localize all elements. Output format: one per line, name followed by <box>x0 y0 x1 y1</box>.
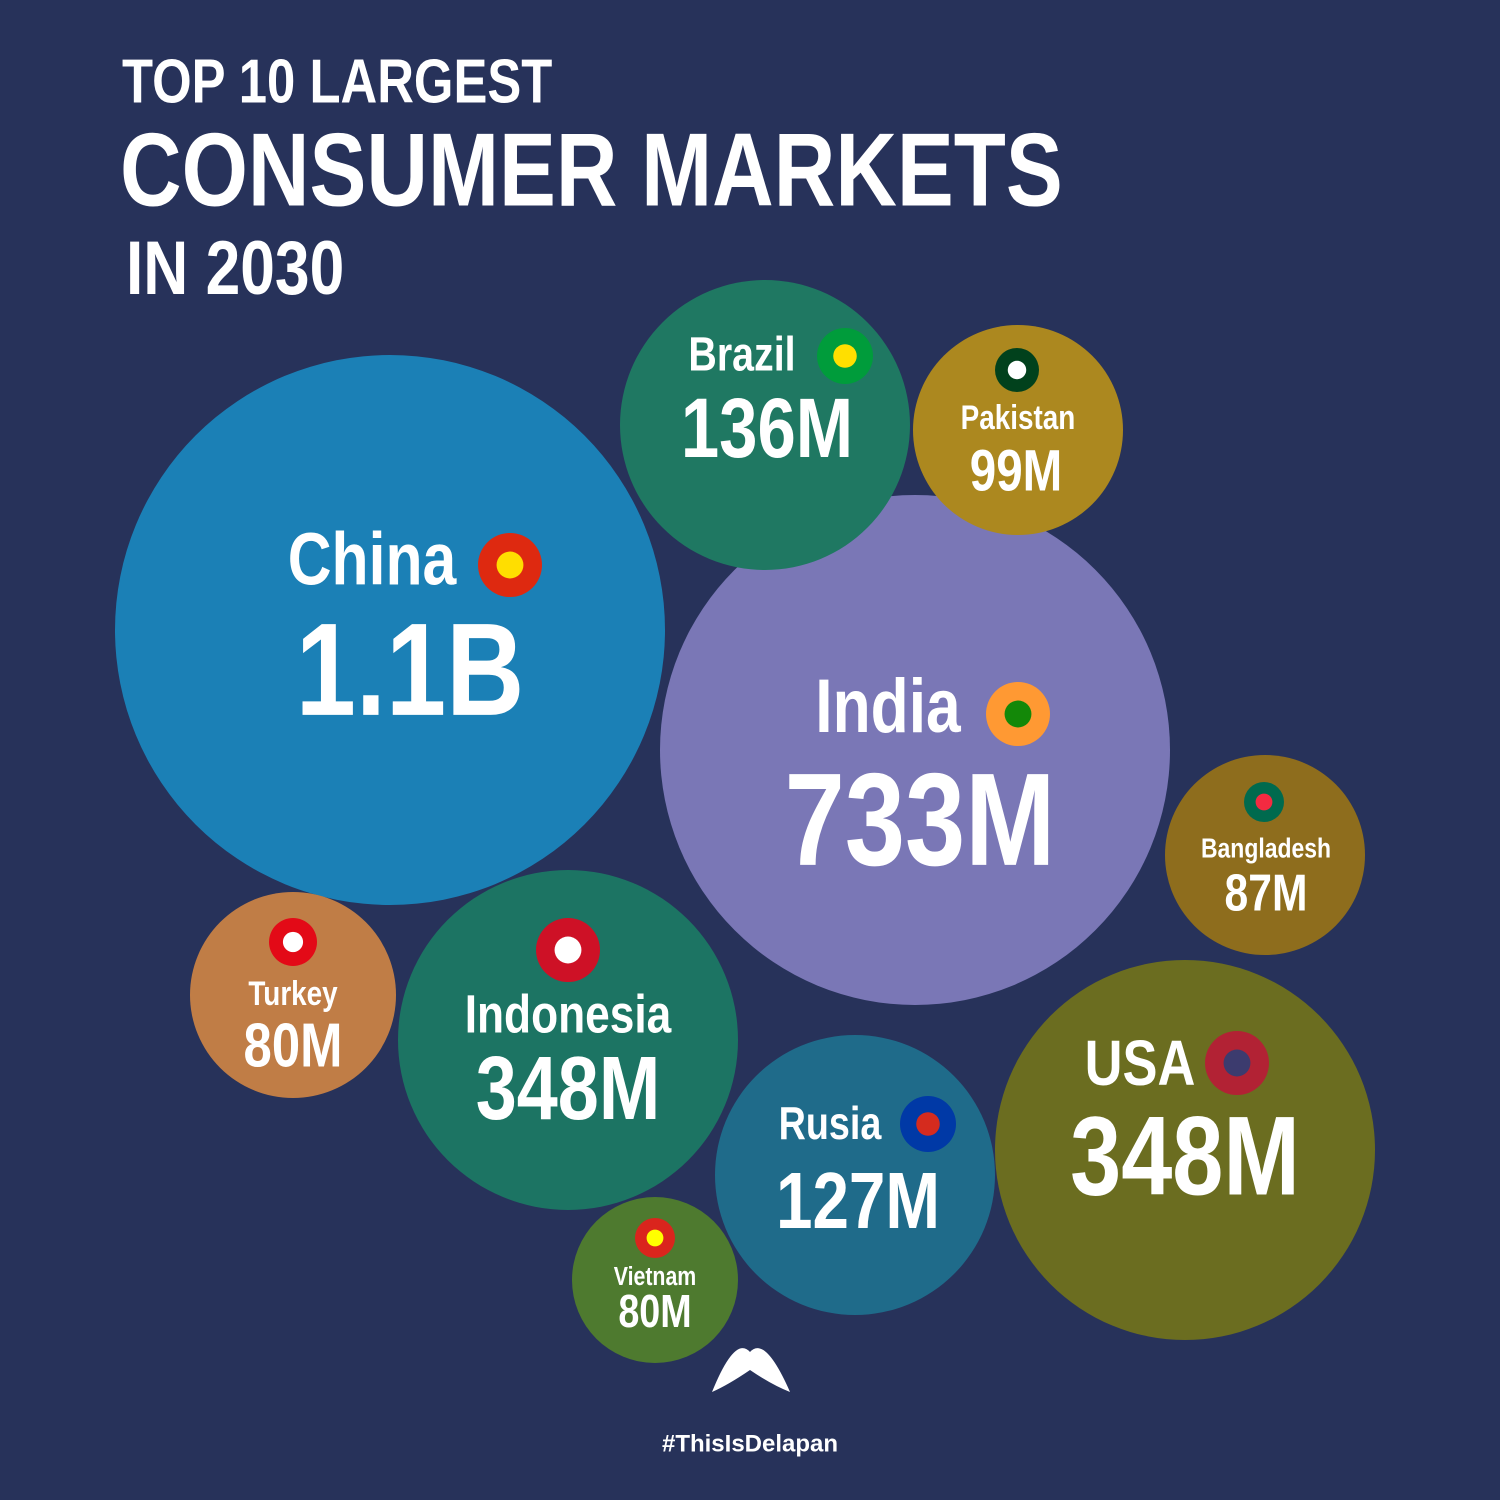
value-label: 80M <box>618 1286 691 1337</box>
title-line: CONSUMER MARKETS <box>120 113 1063 229</box>
label-group: Bangladesh <box>1201 833 1331 864</box>
label-group: Pakistan <box>961 398 1076 436</box>
flag <box>900 1096 956 1152</box>
bubble <box>398 870 738 1210</box>
value-label: 733M <box>785 746 1056 894</box>
flag <box>995 348 1039 392</box>
flag-detail <box>916 1112 940 1136</box>
label-group: 80M <box>244 1012 343 1081</box>
country-name: Bangladesh <box>1201 833 1331 864</box>
flag <box>478 533 542 597</box>
chart-title: CONSUMER MARKETS <box>120 113 1063 229</box>
chart-title: TOP 10 LARGEST <box>122 48 553 117</box>
bubble-group: Rusia 127M <box>715 1035 995 1315</box>
value-label: 1.1B <box>296 596 525 744</box>
flag-detail <box>1223 1049 1251 1077</box>
bubble <box>1165 755 1365 955</box>
label-group: 733M <box>785 746 1056 894</box>
flag-detail <box>1004 700 1032 728</box>
flag-detail <box>1007 360 1027 380</box>
flag-detail <box>646 1229 664 1247</box>
value-label: 80M <box>244 1012 343 1081</box>
flag <box>1244 782 1284 822</box>
country-name: Rusia <box>779 1098 882 1149</box>
bubble <box>995 960 1375 1340</box>
label-group: 1.1B <box>296 596 525 744</box>
label-group: China <box>288 519 458 601</box>
title-line: IN 2030 <box>126 225 344 310</box>
label-group: 99M <box>970 439 1062 504</box>
value-label: 99M <box>970 439 1062 504</box>
value-label: 348M <box>476 1039 661 1139</box>
flag <box>1205 1031 1269 1095</box>
flag <box>269 918 317 966</box>
bubble <box>572 1197 738 1363</box>
label-group: 80M <box>618 1286 691 1337</box>
country-name: USA <box>1085 1028 1196 1099</box>
label-group: Rusia <box>779 1098 882 1149</box>
flag <box>817 328 873 384</box>
country-name: Turkey <box>248 974 338 1012</box>
value-label: 348M <box>1070 1093 1300 1219</box>
bubble <box>660 495 1170 1005</box>
value-label: 87M <box>1225 865 1308 923</box>
label-group: 127M <box>776 1156 940 1246</box>
label-group: 348M <box>476 1039 661 1139</box>
flag <box>986 682 1050 746</box>
flag <box>536 918 600 982</box>
flag-detail <box>496 551 524 579</box>
flag-detail <box>833 344 857 368</box>
bubble <box>115 355 665 905</box>
value-label: 136M <box>681 382 853 476</box>
label-group: USA <box>1085 1028 1196 1099</box>
label-group: India <box>815 663 962 748</box>
value-label: 127M <box>776 1156 940 1246</box>
label-group: 87M <box>1225 865 1308 923</box>
label-group: Indonesia <box>465 984 672 1044</box>
flag <box>635 1218 675 1258</box>
label-group: 136M <box>681 382 853 476</box>
label-group: Brazil <box>688 328 795 382</box>
label-group: Vietnam <box>614 1262 697 1292</box>
country-name: Vietnam <box>614 1262 697 1292</box>
flag-detail <box>554 936 582 964</box>
flag-detail <box>1255 793 1273 811</box>
title-line: TOP 10 LARGEST <box>122 48 553 117</box>
logo <box>712 1348 790 1392</box>
footer: #ThisIsDelapan <box>662 1430 838 1457</box>
country-name: China <box>288 519 458 601</box>
country-name: Indonesia <box>465 984 672 1044</box>
country-name: Brazil <box>688 328 795 382</box>
label-group: Turkey <box>248 974 338 1012</box>
country-name: India <box>815 663 962 748</box>
bubble <box>190 892 396 1098</box>
bubble <box>913 325 1123 535</box>
country-name: Pakistan <box>961 398 1076 436</box>
flag-detail <box>282 931 304 953</box>
chart-title: IN 2030 <box>126 225 344 310</box>
label-group: 348M <box>1070 1093 1300 1219</box>
